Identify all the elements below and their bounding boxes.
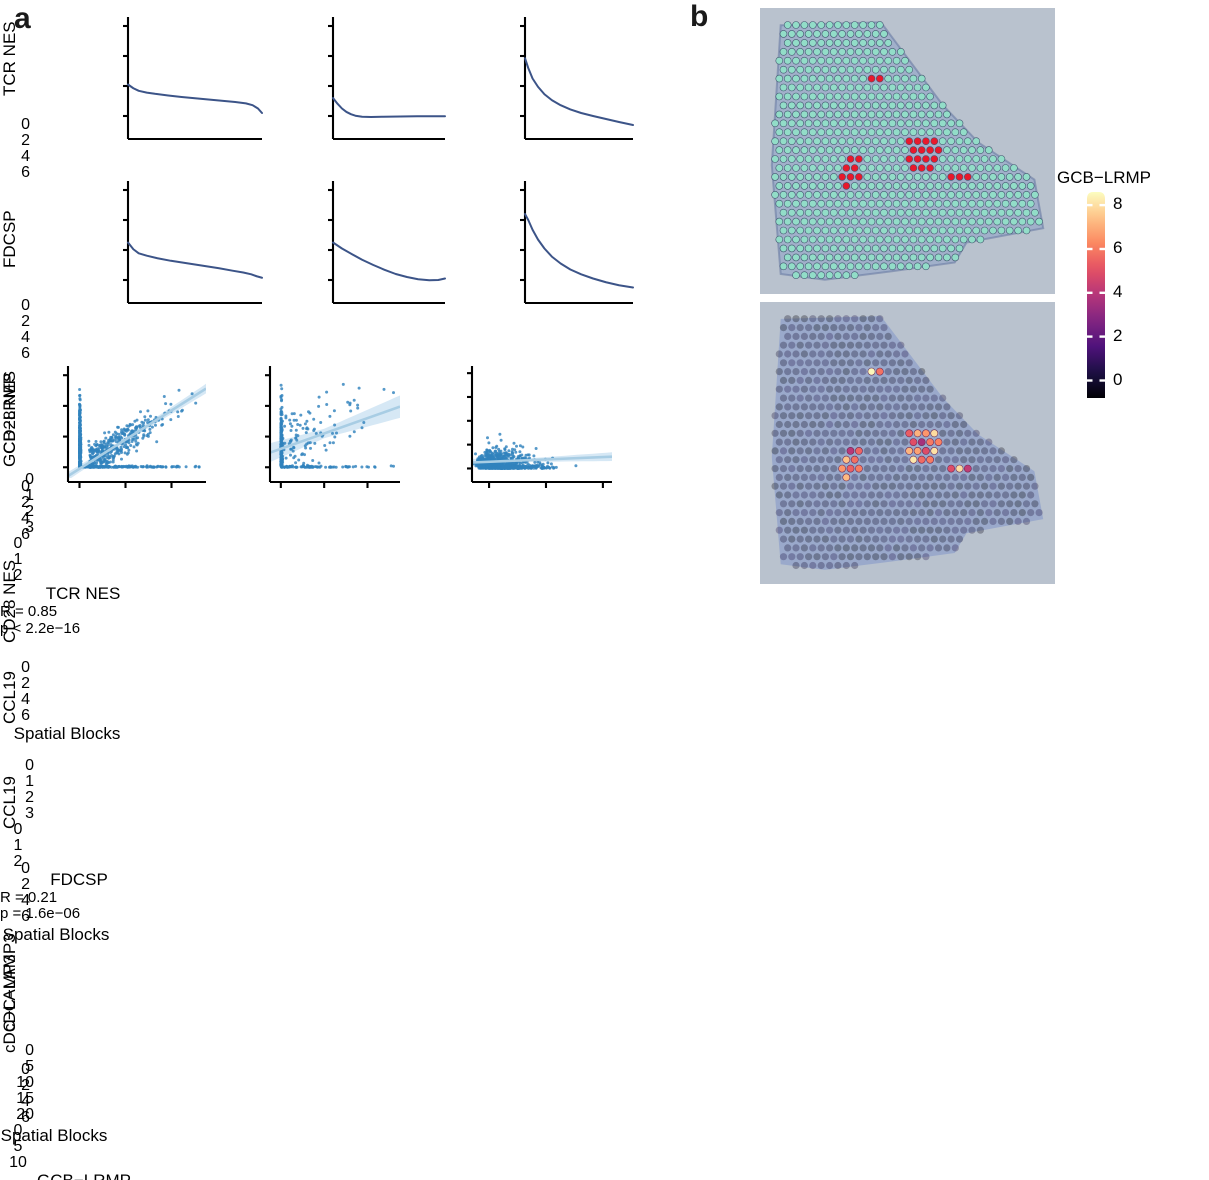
colorbar-tick-label: 4	[1113, 281, 1123, 301]
scatter-xtick-label: 0	[13, 1122, 23, 1140]
line-plot-fdcsp	[328, 17, 446, 141]
ytick-label: 6	[21, 164, 30, 181]
scatter-xtick-label: 0	[13, 820, 23, 838]
scatter-ytick-label: 10	[16, 1074, 34, 1092]
line-chart-grid: TCR NES 0 2 4 6 FDCSP 0 2 4 6 GCB−LRMP 0 2 4 6 CD28 NES…	[0, 0, 660, 1145]
scatter-xlabel-cdclamp3-vs-gcblrmp: GCB−LRMP	[0, 1171, 168, 1180]
stat-r-label: R = 0.21	[0, 888, 58, 906]
ytick-label: 6	[21, 345, 30, 362]
ytick-label: 2	[21, 132, 30, 149]
ytick-label: 2	[21, 494, 30, 511]
scatter-xtick-label: 2	[13, 567, 23, 584]
scatter-ylabel-cd28-vs-tcr: CD28 NES	[0, 370, 19, 454]
ytick-label: 0	[21, 297, 30, 314]
scatter-ytick-label: 1	[25, 772, 34, 790]
spatial-cluster-map[interactable]	[760, 8, 1055, 294]
colorbar-svg	[1087, 192, 1105, 398]
ytick-label: 4	[21, 510, 30, 527]
scatter-xtick-label: 0	[13, 535, 23, 552]
scatter-ytick-label: 5	[25, 1058, 34, 1076]
scatter-plot-cd28-vs-tcr	[63, 366, 206, 488]
scatter-ytick-label: 2	[25, 503, 34, 520]
spatial-expression-svg	[760, 302, 1055, 584]
ytick-label: 4	[21, 329, 30, 346]
ytick-label: 0	[21, 478, 30, 495]
scatter-xtick-label: 1	[13, 551, 23, 568]
ytick-label: 0	[21, 116, 30, 133]
scatter-ytick-label: 15	[16, 1090, 34, 1108]
colorbar-title: GCB−LRMP	[1057, 168, 1151, 187]
ytick-label: 6	[21, 526, 30, 543]
scatter-ytick-label: 0	[25, 471, 34, 488]
scatter-ytick-label: 3	[25, 804, 34, 822]
spatial-expression-map[interactable]	[760, 302, 1055, 584]
line-plot-tcr-nes	[123, 17, 263, 141]
scatter-xtick-label: 1	[13, 836, 23, 854]
panel-a-letter: a	[14, 2, 31, 35]
scatter-ylabel-ccl19-vs-fdcsp: CCL19	[0, 671, 19, 725]
stat-p-label: p = 1.6e−06	[0, 905, 81, 923]
line-plot-cdc-lamp3	[520, 181, 634, 305]
scatter-plot-ccl19-vs-fdcsp	[265, 366, 400, 488]
scatter-ytick-label: 20	[16, 1106, 34, 1124]
colorbar-tick-label: 6	[1113, 238, 1123, 257]
scatter-ytick-label: 0	[25, 756, 34, 774]
scatter-ytick-label: 3	[25, 519, 34, 536]
scatter-xtick-label: 10	[9, 1154, 27, 1172]
colorbar-gradient	[1087, 192, 1111, 408]
panel-b-letter: b	[690, 0, 709, 33]
colorbar-tick-label: 0	[1113, 369, 1123, 389]
scatter-xtick-label: 5	[13, 1138, 23, 1156]
spatial-cluster-svg	[760, 8, 1055, 294]
colorbar-tick-label: 8	[1113, 194, 1123, 214]
panel-b-container: GCB−LRMP 8 6 4 2 0	[755, 0, 1209, 590]
colorbar-legend: GCB−LRMP 8 6 4 2 0	[1055, 168, 1209, 426]
line-plot-ccl19	[328, 181, 446, 305]
stat-r-label: R = 0.85	[0, 603, 58, 620]
scatter-ytick-label: 0	[25, 1042, 34, 1060]
scatter-xlabel-ccl19-vs-fdcsp: FDCSP	[50, 869, 108, 889]
axis-title-fdcsp: FDCSP	[0, 210, 19, 269]
scatter-ytick-label: 1	[25, 487, 34, 504]
ytick-label: 4	[21, 148, 30, 165]
scatter-chart-grid: CD28 NES 0 1 2 3 0 1 2 TCR NES R = 0.85 p < 2.2e−1…	[0, 352, 660, 1180]
scatter-ytick-label: 2	[25, 788, 34, 806]
scatter-xlabel-cd28-vs-tcr: TCR NES	[45, 584, 121, 603]
stat-p-label: p < 2.2e−16	[0, 619, 81, 637]
line-plot-cd28-nes	[123, 181, 263, 305]
scatter-ylabel-cdclamp3-vs-gcblrmp: cDC−LAMP3	[0, 933, 19, 1033]
ytick-label: 2	[21, 313, 30, 330]
colorbar-ticks: 8 6 4 2 0	[1055, 168, 1209, 426]
axis-title-tcr-nes: TCR NES	[0, 21, 19, 96]
colorbar-tick-label: 2	[1113, 325, 1123, 345]
line-plot-gcb-lrmp	[520, 17, 634, 141]
scatter-plot-cdclamp3-vs-gcblrmp	[467, 366, 612, 488]
scatter-xtick-label: 2	[13, 852, 23, 870]
